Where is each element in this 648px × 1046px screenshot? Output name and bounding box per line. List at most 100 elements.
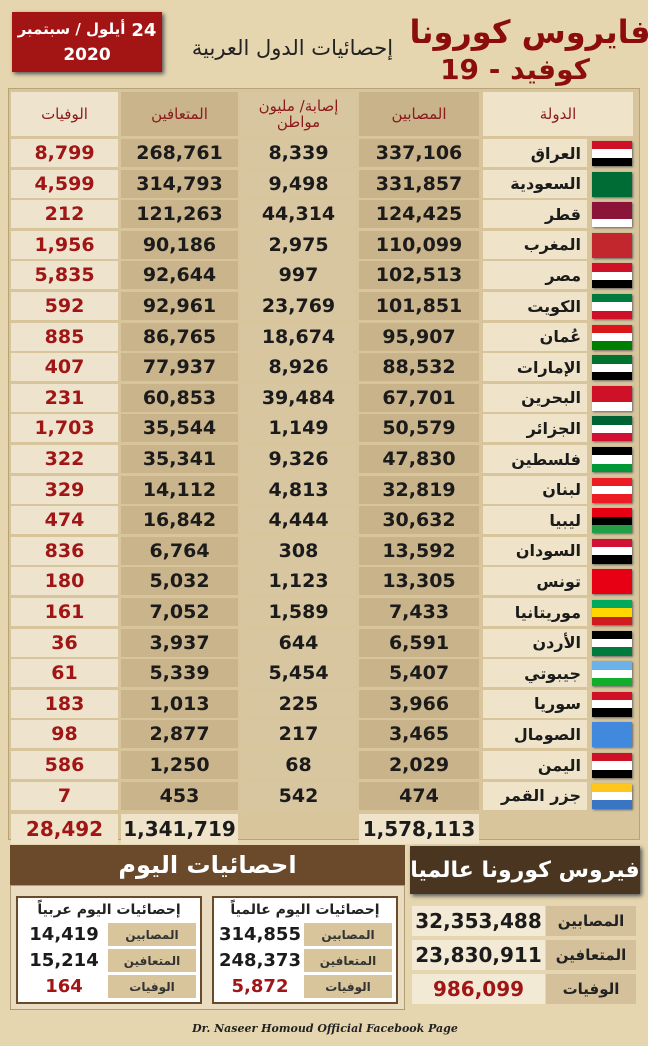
country-cell: سوريا: [483, 689, 587, 718]
flag: [592, 202, 632, 228]
per-million-cell: 542: [241, 781, 356, 810]
flag: [592, 753, 632, 778]
per-million-cell: 68: [241, 751, 356, 779]
cases-cell: 110,099: [359, 230, 479, 259]
recovered-cell: 7,052: [121, 598, 238, 626]
recovered-cell: 268,761: [121, 139, 238, 167]
flag: [592, 355, 632, 381]
total-deaths: 28,492: [11, 814, 118, 845]
per-million-cell: 997: [241, 261, 356, 290]
flag-stripe: [592, 516, 632, 525]
flag-stripe: [592, 171, 632, 180]
flag-stripe: [592, 730, 632, 740]
flag-stripe: [592, 249, 632, 258]
country-cell: السودان: [483, 536, 587, 565]
total-recovered: 1,341,719: [121, 814, 238, 845]
cases-cell: 50,579: [359, 414, 479, 443]
recovered-cell: 3,937: [121, 628, 238, 657]
recovered-cell: 92,644: [121, 261, 238, 290]
flag-stripe: [592, 638, 632, 648]
country-cell: لبنان: [483, 475, 587, 504]
date-day: 24: [131, 19, 157, 41]
flag: [592, 508, 632, 534]
deaths-cell: 8,799: [11, 139, 118, 167]
deaths-cell: 36: [11, 628, 118, 657]
flag-stripe: [592, 241, 632, 250]
title: فايروس كورونا: [409, 13, 648, 51]
cases-cell: 30,632: [359, 506, 479, 535]
today-label: الوفيات: [108, 975, 196, 998]
flag-stripe: [592, 608, 632, 617]
cases-cell: 7,433: [359, 598, 479, 626]
flag-stripe: [592, 547, 632, 556]
flag-stripe: [592, 661, 632, 670]
deaths-cell: 586: [11, 751, 118, 779]
country-cell: الكويت: [483, 292, 587, 320]
flag-stripe: [592, 555, 632, 564]
flag-stripe: [592, 800, 632, 809]
recovered-cell: 121,263: [121, 200, 238, 229]
flag-stripe: [592, 677, 632, 687]
flag-stripe: [592, 332, 632, 342]
flag-stripe: [592, 232, 632, 242]
recovered-cell: 1,013: [121, 689, 238, 718]
flag: [592, 294, 632, 319]
flag-stripe: [592, 691, 632, 701]
country-cell: الجزائر: [483, 414, 587, 443]
global-label: الوفيات: [546, 974, 636, 1004]
per-million-cell: 4,813: [241, 475, 356, 504]
today-label: المصابين: [108, 923, 196, 946]
date-line: 24 أيلول / سبتمبر: [18, 20, 157, 41]
flag-stripe: [592, 141, 632, 150]
flag-stripe: [592, 202, 632, 211]
flag-stripe: [592, 477, 632, 486]
flag-stripe: [592, 600, 632, 609]
deaths-cell: 98: [11, 720, 118, 749]
flag-stripe: [592, 791, 632, 801]
cases-cell: 47,830: [359, 445, 479, 473]
deaths-cell: 5,835: [11, 261, 118, 290]
per-million-cell: 9,326: [241, 445, 356, 473]
flag: [592, 569, 632, 595]
cases-cell: 32,819: [359, 475, 479, 504]
flag-stripe: [592, 769, 632, 778]
flag-stripe: [592, 394, 632, 403]
flag-stripe: [592, 447, 632, 456]
per-million-cell: 4,444: [241, 506, 356, 535]
recovered-cell: 90,186: [121, 230, 238, 259]
flag-stripe: [592, 739, 632, 748]
per-million-cell: 39,484: [241, 383, 356, 412]
flag-stripe: [592, 669, 632, 678]
flag-stripe: [592, 363, 632, 372]
per-million-cell: 9,498: [241, 169, 356, 198]
flag: [592, 661, 632, 687]
today-label: الوفيات: [304, 975, 392, 998]
flag-stripe: [592, 310, 632, 319]
flag: [592, 783, 632, 809]
cases-cell: 67,701: [359, 383, 479, 412]
column-header: المصابين: [359, 92, 479, 136]
deaths-cell: 407: [11, 353, 118, 382]
flag-stripe: [592, 630, 632, 639]
recovered-cell: 35,544: [121, 414, 238, 443]
flag-stripe: [592, 485, 632, 495]
flag-stripe: [592, 263, 632, 272]
today-value: 248,373: [219, 950, 301, 971]
today-box-title: إحصائيات اليوم عالمياً: [230, 902, 380, 918]
flag-stripe: [592, 302, 632, 311]
flag: [592, 722, 632, 748]
flag-stripe: [592, 708, 632, 717]
date-year: 2020: [63, 44, 111, 65]
flag: [592, 232, 632, 258]
country-cell: السعودية: [483, 169, 587, 198]
country-cell: المغرب: [483, 230, 587, 259]
flag-stripe: [592, 508, 632, 517]
flag-stripe: [592, 324, 632, 333]
country-cell: العراق: [483, 139, 587, 167]
per-million-cell: 225: [241, 689, 356, 718]
deaths-cell: 474: [11, 506, 118, 535]
country-cell: عُمان: [483, 322, 587, 351]
flag-stripe: [592, 433, 632, 442]
recovered-cell: 35,341: [121, 445, 238, 473]
today-label: المصابين: [304, 923, 392, 946]
